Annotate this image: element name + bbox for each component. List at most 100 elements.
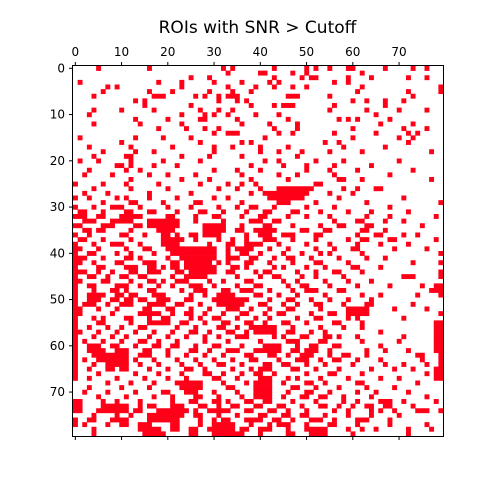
heatmap-cell (438, 269, 444, 275)
heatmap-cell (110, 172, 115, 178)
heatmap-cell (211, 357, 217, 363)
heatmap-cell (188, 431, 199, 437)
heatmap-cell (410, 366, 416, 372)
heatmap-cell (91, 315, 97, 321)
heatmap-cell (216, 362, 226, 367)
heatmap-cell (239, 214, 245, 219)
heatmap-cell (355, 116, 361, 122)
heatmap-cell (110, 204, 125, 210)
heatmap-cell (345, 311, 370, 317)
heatmap-cell (382, 218, 388, 224)
heatmap-cell (248, 366, 254, 372)
heatmap-cell (281, 103, 296, 108)
x-tick-label: 40 (253, 45, 268, 59)
heatmap-cell (73, 269, 88, 275)
heatmap-cell (202, 112, 208, 118)
heatmap-cell (197, 315, 203, 321)
heatmap-cell (248, 357, 259, 363)
heatmap-cell (276, 292, 282, 298)
heatmap-cell (151, 149, 157, 155)
heatmap-cell (230, 107, 236, 113)
heatmap-cell (133, 357, 139, 363)
heatmap-cell (248, 163, 254, 169)
heatmap-cell (73, 422, 78, 428)
heatmap-cell (258, 366, 273, 372)
heatmap-cell (313, 274, 319, 280)
heatmap-cell (378, 329, 384, 335)
heatmap-cell (295, 121, 300, 127)
heatmap-cell (290, 288, 296, 293)
heatmap-cell (119, 214, 143, 219)
heatmap-cell (123, 255, 134, 261)
heatmap-cell (174, 338, 180, 344)
heatmap-cell (415, 380, 421, 386)
heatmap-cell (211, 195, 217, 201)
heatmap-cell (295, 375, 300, 381)
heatmap-cell (105, 422, 111, 428)
heatmap-cell (207, 329, 213, 335)
heatmap-cell (188, 103, 194, 108)
heatmap-cell (239, 181, 245, 187)
heatmap-cell (234, 227, 245, 233)
heatmap-cell (424, 75, 430, 81)
heatmap-cell (304, 264, 310, 270)
heatmap-cell (295, 172, 300, 178)
heatmap-cell (174, 209, 180, 215)
heatmap-cell (86, 144, 92, 150)
heatmap-cell (378, 399, 393, 404)
heatmap-cell (424, 107, 430, 113)
heatmap-cell (406, 389, 411, 395)
heatmap-cell (258, 375, 273, 381)
heatmap-cell (86, 274, 97, 280)
heatmap-cell (313, 200, 319, 206)
heatmap-cell (438, 260, 444, 266)
heatmap-cell (123, 297, 134, 303)
heatmap-cell (285, 375, 291, 381)
heatmap-cell (170, 251, 217, 256)
heatmap-cell (285, 408, 291, 414)
heatmap-cell (73, 278, 83, 284)
heatmap-cell (345, 79, 351, 85)
heatmap-cell (410, 93, 416, 99)
heatmap-cell (221, 380, 226, 386)
heatmap-cell (271, 274, 282, 280)
heatmap-cell (211, 149, 217, 155)
heatmap-cell (188, 315, 194, 321)
heatmap-cell (128, 251, 134, 256)
heatmap-cell (253, 269, 259, 275)
heatmap-cell (433, 283, 444, 289)
heatmap-cell (197, 403, 208, 409)
heatmap-cell (105, 380, 111, 386)
x-axis-ticks: 0 10 20 30 40 50 60 70 (71, 45, 407, 440)
heatmap-cell (299, 334, 310, 340)
heatmap-cell (179, 84, 185, 90)
heatmap-cell (355, 334, 361, 340)
heatmap-cell (429, 177, 435, 182)
heatmap-cell (438, 408, 444, 414)
heatmap-cell (299, 352, 314, 358)
heatmap-cell (86, 283, 97, 289)
heatmap-cell (327, 190, 333, 196)
heatmap-cell (332, 357, 342, 363)
heatmap-cell (216, 394, 222, 400)
heatmap-cell (73, 232, 78, 238)
heatmap-cell (207, 177, 213, 182)
heatmap-cell (174, 380, 203, 386)
heatmap-cell (253, 315, 259, 321)
heatmap-cell (119, 338, 125, 344)
heatmap-cell (322, 292, 328, 298)
heatmap-cell (137, 352, 152, 358)
heatmap-cell (355, 399, 361, 404)
heatmap-cell (281, 412, 291, 418)
heatmap-cell (73, 408, 83, 414)
heatmap-cell (355, 380, 365, 386)
heatmap-cell (133, 149, 139, 155)
heatmap-cell (86, 195, 92, 201)
heatmap-cell (160, 237, 185, 243)
heatmap-cell (341, 144, 347, 150)
heatmap-cell (142, 260, 157, 266)
heatmap-cell (230, 403, 240, 409)
heatmap-cell (188, 190, 194, 196)
heatmap-cell (86, 348, 106, 354)
heatmap-cell (285, 246, 291, 252)
